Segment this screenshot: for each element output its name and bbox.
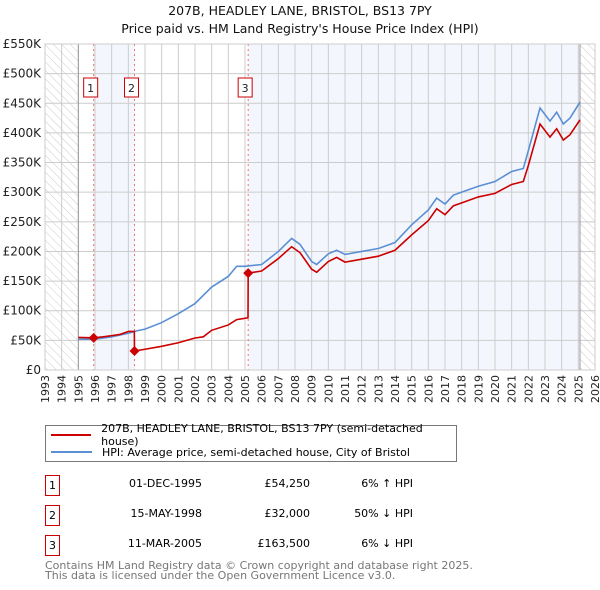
y-tick-label: £450K — [3, 96, 43, 110]
shaded-period — [93, 44, 135, 370]
shaded-period — [248, 44, 580, 370]
legend-swatch-red — [51, 434, 92, 436]
y-tick-label: £150K — [3, 274, 43, 288]
x-tick-label: 1995 — [72, 375, 85, 403]
y-tick-label: £200K — [3, 244, 43, 258]
sale-label: 1 — [87, 82, 94, 95]
x-tick-label: 2017 — [439, 375, 452, 403]
x-tick-label: 2006 — [256, 375, 269, 403]
x-tick-label: 2002 — [189, 375, 202, 403]
y-tick-label: £300K — [3, 185, 43, 199]
footer: Contains HM Land Registry data © Crown c… — [45, 559, 473, 582]
x-tick-label: 2001 — [172, 375, 185, 403]
legend: 207B, HEADLEY LANE, BRISTOL, BS13 7PY (s… — [45, 422, 457, 462]
x-tick-label: 2012 — [356, 375, 369, 403]
sale-label: 3 — [242, 82, 249, 95]
y-tick-label: £100K — [3, 304, 43, 318]
x-tick-label: 2003 — [206, 375, 219, 403]
transaction-date: 15-MAY-1998 — [130, 507, 202, 520]
transaction-date: 01-DEC-1995 — [128, 477, 202, 490]
x-tick-label: 1999 — [139, 375, 152, 403]
y-tick-label: £250K — [3, 215, 43, 229]
y-tick-label: £500K — [3, 67, 43, 81]
x-tick-label: 2007 — [272, 375, 285, 403]
legend-label: HPI: Average price, semi-detached house,… — [102, 445, 410, 459]
sale-label-box — [237, 77, 253, 98]
legend-item-property: 207B, HEADLEY LANE, BRISTOL, BS13 7PY (s… — [51, 422, 456, 448]
x-tick-label: 1994 — [56, 375, 69, 403]
chart-title: 207B, HEADLEY LANE, BRISTOL, BS13 7PY — [168, 3, 432, 18]
x-tick-label: 2013 — [372, 375, 385, 403]
x-tick-label: 2024 — [556, 375, 569, 403]
sale-label: 2 — [128, 82, 135, 95]
transaction-price: £163,500 — [257, 537, 311, 550]
x-tick-label: 2004 — [222, 375, 235, 403]
legend-item-hpi: HPI: Average price, semi-detached house,… — [51, 444, 410, 460]
y-tick-label: £0 — [26, 363, 41, 377]
transaction-badge: 1 — [45, 475, 60, 496]
x-tick-label: 2020 — [489, 375, 502, 403]
x-tick-label: 1996 — [89, 375, 102, 403]
x-tick-label: 1993 — [39, 375, 52, 403]
transaction-date: 11-MAR-2005 — [127, 537, 202, 550]
sale-point — [243, 268, 254, 279]
x-tick-label: 2009 — [306, 375, 319, 403]
transaction-badge: 3 — [45, 535, 60, 556]
sale-point — [129, 346, 140, 357]
x-tick-label: 2000 — [156, 375, 169, 403]
price-chart: 1993 1994 1995 1996 1997 1998 1999 2000 2001 2002… — [3, 37, 600, 403]
x-tick-label: 2026 — [589, 375, 600, 403]
transaction-hpi: 50% ↓ HPI — [354, 507, 413, 520]
legend-label: 207B, HEADLEY LANE, BRISTOL, BS13 7PY (s… — [101, 422, 423, 448]
transaction-price: £54,250 — [264, 477, 311, 490]
x-tick-label: 1997 — [106, 375, 119, 403]
sale-label-box — [124, 77, 139, 98]
x-tick-label: 2019 — [472, 375, 485, 403]
x-tick-label: 1998 — [122, 375, 135, 403]
sale-point — [88, 332, 99, 343]
sale-label-box — [83, 77, 99, 98]
y-tick-label: £350K — [3, 156, 43, 170]
footer-copyright: Contains HM Land Registry data © Crown c… — [45, 559, 473, 572]
x-tick-label: 2022 — [522, 375, 535, 403]
transaction-price: £32,000 — [264, 507, 311, 520]
transaction-badge: 2 — [45, 505, 60, 526]
transaction-hpi: 6% ↓ HPI — [361, 537, 413, 550]
hpi-line — [78, 101, 581, 340]
footer-licence: This data is licensed under the Open Gov… — [45, 569, 396, 582]
x-tick-label: 2021 — [506, 375, 519, 403]
x-tick-label: 2011 — [339, 375, 352, 403]
x-tick-label: 2016 — [422, 375, 435, 403]
x-tick-label: 2018 — [456, 375, 469, 403]
x-tick-label: 2005 — [239, 375, 252, 403]
x-tick-label: 2025 — [572, 375, 585, 403]
property-price-line — [78, 119, 581, 352]
x-tick-label: 2023 — [539, 375, 552, 403]
chart-subtitle: Price paid vs. HM Land Registry's House … — [121, 21, 479, 36]
transaction-hpi: 6% ↑ HPI — [361, 477, 413, 490]
y-tick-label: £400K — [3, 126, 43, 140]
plot-border — [44, 43, 596, 371]
y-tick-label: £550K — [3, 37, 43, 51]
x-tick-label: 2010 — [322, 375, 335, 403]
legend-swatch-blue — [51, 451, 92, 453]
x-tick-label: 2015 — [406, 375, 419, 403]
hatched-no-data — [580, 44, 595, 370]
y-tick-label: £50K — [10, 333, 42, 347]
x-tick-label: 2014 — [389, 375, 402, 403]
x-tick-label: 2008 — [289, 375, 302, 403]
